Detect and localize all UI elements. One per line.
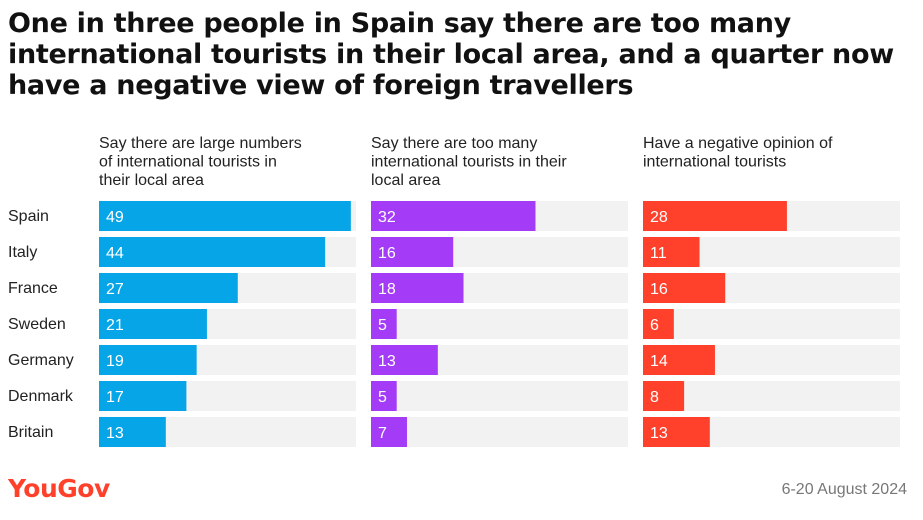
bar [371, 237, 454, 267]
bar [371, 273, 464, 303]
bar [643, 309, 674, 339]
bar-value-label: 44 [106, 245, 124, 262]
bar [371, 201, 536, 231]
panel-heading: local area [371, 172, 440, 189]
bar [643, 273, 726, 303]
bar [99, 309, 207, 339]
bar-value-label: 49 [106, 209, 124, 226]
bar-value-label: 14 [650, 353, 668, 370]
bar [371, 417, 407, 447]
bar-value-label: 5 [378, 317, 387, 334]
bar [99, 345, 197, 375]
category-label: Italy [8, 244, 37, 261]
panel-heading: international tourists [643, 154, 786, 171]
bar-track [643, 381, 900, 411]
bar [371, 381, 397, 411]
panel-heading: their local area [99, 172, 204, 189]
bar-value-label: 28 [650, 209, 668, 226]
bar [99, 381, 187, 411]
bar [99, 237, 326, 267]
bar-value-label: 18 [378, 281, 396, 298]
bar [371, 345, 438, 375]
bar [643, 417, 710, 447]
fieldwork-date: 6-20 August 2024 [781, 481, 907, 498]
bar-value-label: 6 [650, 317, 659, 334]
bar [643, 345, 715, 375]
bar-value-label: 11 [650, 245, 667, 262]
bar [643, 201, 787, 231]
bar-track [371, 309, 628, 339]
panel-heading: Say there are large numbers [99, 135, 302, 152]
bar [643, 381, 685, 411]
bar-value-label: 17 [106, 389, 124, 406]
bar [99, 273, 238, 303]
bar [371, 309, 397, 339]
panel-heading: international tourists in their [371, 154, 567, 171]
category-label: Spain [8, 208, 49, 225]
bar-track [643, 309, 900, 339]
bar-value-label: 13 [650, 425, 668, 442]
bar-value-label: 16 [650, 281, 668, 298]
bar-value-label: 27 [106, 281, 124, 298]
bar-value-label: 32 [378, 209, 396, 226]
chart-title: One in three people in Spain say there a… [8, 8, 894, 101]
bar-track [371, 381, 628, 411]
category-label: Sweden [8, 316, 66, 333]
category-label: Britain [8, 424, 53, 441]
bar-value-label: 13 [106, 425, 124, 442]
panel-heading: Have a negative opinion of [643, 135, 833, 152]
category-label: Denmark [8, 388, 74, 405]
bar-value-label: 5 [378, 389, 387, 406]
panel-heading: of international tourists in [99, 154, 277, 171]
bar-value-label: 8 [650, 389, 659, 406]
category-label: France [8, 280, 58, 297]
category-label: Germany [8, 352, 74, 369]
bar-value-label: 7 [378, 425, 387, 442]
panel-heading: Say there are too many [371, 135, 537, 152]
bar [99, 201, 351, 231]
bar-value-label: 16 [378, 245, 396, 262]
yougov-logo: YouGov [8, 474, 110, 503]
bar-value-label: 13 [378, 353, 396, 370]
bar-value-label: 19 [106, 353, 124, 370]
bar [643, 237, 700, 267]
bar-track [371, 417, 628, 447]
bar-value-label: 21 [106, 317, 124, 334]
bar [99, 417, 166, 447]
